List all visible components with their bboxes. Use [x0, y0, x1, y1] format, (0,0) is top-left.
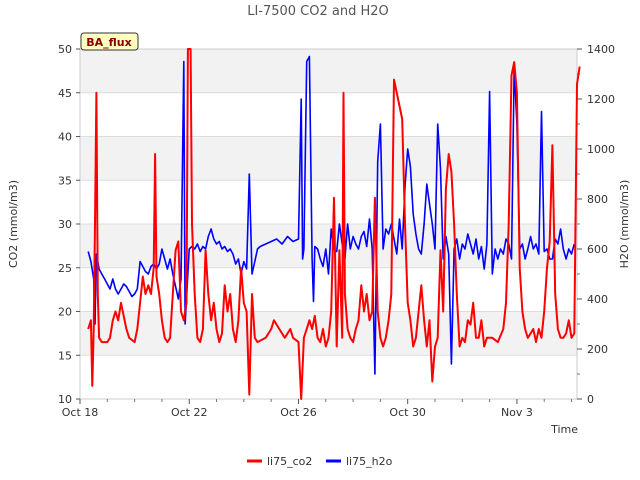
y-right-tick-label: 400	[587, 293, 608, 306]
x-tick-label: Nov 3	[501, 406, 533, 419]
y-right-tick-label: 1200	[587, 93, 615, 106]
y-right-tick-label: 800	[587, 193, 608, 206]
y-left-tick-label: 30	[58, 218, 72, 231]
y-left-tick-label: 45	[58, 87, 72, 100]
y-right-tick-label: 1400	[587, 43, 615, 56]
y-left-tick-label: 25	[58, 262, 72, 275]
y-right-tick-label: 200	[587, 343, 608, 356]
legend-label-h2o: li75_h2o	[346, 455, 393, 468]
badge-box	[80, 32, 139, 51]
x-tick-label: Oct 22	[171, 406, 208, 419]
y-axis-left-label: CO2 (mmol/m3)	[7, 180, 20, 268]
y-right-tick-label: 1000	[587, 143, 615, 156]
legend: li75_co2 li75_h2o	[247, 455, 393, 468]
x-axis-label: Time	[550, 423, 578, 436]
series-line-li75_co2	[87, 48, 581, 400]
y-left-tick-label: 35	[58, 174, 72, 187]
badge: BA_flux	[80, 32, 139, 51]
y-axis-left: 10 15 20 25 30 35 40 45 50	[58, 43, 80, 406]
background-band	[80, 49, 577, 93]
background-band	[80, 136, 577, 181]
y-left-tick-label: 10	[58, 393, 72, 406]
badge-label: BA_flux	[86, 36, 131, 49]
y-right-tick-label: 0	[587, 393, 594, 406]
y-axis-right-label: H2O (mmol/m3)	[618, 180, 631, 269]
x-axis: Oct 18 Oct 22 Oct 26 Oct 30 Nov 3	[62, 399, 573, 419]
y-axis-right: 0 200 400 600 800 1000 1200 1400	[577, 43, 615, 406]
y-left-tick-label: 50	[58, 43, 72, 56]
y-left-tick-label: 20	[58, 306, 72, 319]
x-tick-label: Oct 30	[389, 406, 426, 419]
legend-label-co2: li75_co2	[267, 455, 312, 468]
x-tick-label: Oct 18	[62, 406, 99, 419]
chart-title: LI-7500 CO2 and H2O	[247, 4, 389, 19]
plot-background-bands	[80, 49, 577, 356]
y-right-tick-label: 600	[587, 243, 608, 256]
series-layer	[87, 48, 581, 400]
y-left-tick-label: 40	[58, 131, 72, 144]
x-tick-label: Oct 26	[280, 406, 317, 419]
y-left-tick-label: 15	[58, 349, 72, 362]
